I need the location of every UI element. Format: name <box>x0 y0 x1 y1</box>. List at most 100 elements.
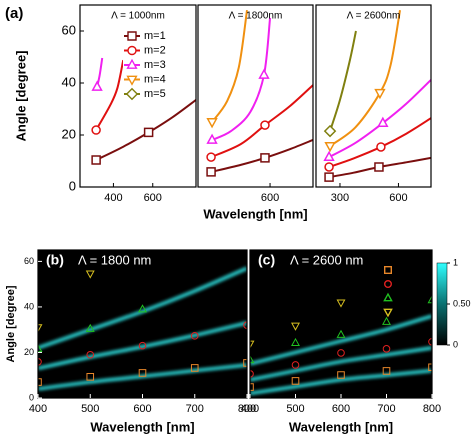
legend-marker <box>384 266 392 274</box>
plot-area <box>250 295 432 396</box>
panel-label: (c) <box>258 252 275 268</box>
x-tick-label: 400 <box>104 192 122 204</box>
marker <box>260 153 270 163</box>
legend-marker <box>127 45 137 56</box>
marker <box>323 124 337 138</box>
marker <box>243 359 247 367</box>
legend-label: m=1 <box>144 30 166 42</box>
y-tick-label: 60 <box>24 256 34 266</box>
x-tick-label: 300 <box>331 192 349 204</box>
marker <box>91 125 101 135</box>
marker <box>291 361 300 369</box>
plot-area <box>323 10 431 182</box>
y-tick-label: 40 <box>62 74 76 89</box>
marker <box>250 383 254 391</box>
panel-label: (b) <box>46 252 64 268</box>
marker <box>85 323 95 332</box>
intensity-band <box>250 346 432 382</box>
panel-title: Λ = 2600 nm <box>290 252 363 267</box>
marker <box>38 343 43 352</box>
y-tick-label: 0 <box>29 392 34 402</box>
y-axis-label: Angle [degree] <box>5 285 17 362</box>
plot-frame <box>197 4 314 188</box>
marker <box>324 141 336 153</box>
y-tick-label: 60 <box>62 22 76 37</box>
x-tick-label: 800 <box>423 403 441 415</box>
panel-title: Λ = 1800nm <box>229 11 283 22</box>
legend-marker <box>125 87 139 101</box>
plot-frame <box>315 4 432 188</box>
x-tick-label: 800 <box>238 403 256 415</box>
x-tick-label: 600 <box>261 192 279 204</box>
marker <box>190 332 199 340</box>
x-axis-label: Wavelength [nm] <box>289 419 393 434</box>
marker <box>206 167 216 177</box>
x-tick-label: 400 <box>241 403 259 415</box>
panel-title: Λ = 1000nm <box>111 11 165 22</box>
marker <box>382 316 391 325</box>
intensity-band <box>250 314 432 366</box>
y-tick-label: 40 <box>24 301 34 311</box>
marker <box>427 295 432 304</box>
marker <box>206 152 216 162</box>
marker <box>250 370 254 378</box>
marker <box>428 337 432 346</box>
marker <box>374 162 384 172</box>
marker <box>377 116 389 127</box>
marker <box>374 88 386 100</box>
panel-title: Λ = 2600nm <box>347 11 401 22</box>
marker <box>86 373 95 381</box>
marker <box>138 341 147 350</box>
legend-label: m=1 <box>400 265 420 276</box>
plot-frame <box>79 4 197 188</box>
marker <box>143 127 154 138</box>
legend-label: m=2 <box>144 44 166 56</box>
marker <box>336 329 346 338</box>
x-tick-label: 700 <box>186 403 204 415</box>
x-tick-label: 600 <box>332 403 350 415</box>
marker <box>428 363 432 372</box>
marker <box>138 304 147 313</box>
marker <box>382 345 391 353</box>
y-tick-label: 20 <box>62 126 76 141</box>
legend-label: m=3 <box>144 59 166 71</box>
x-tick-label: 600 <box>144 192 162 204</box>
legend-label: m=5 <box>144 88 166 100</box>
x-axis-label: Wavelength [nm] <box>203 206 307 221</box>
marker <box>86 350 95 359</box>
y-axis-label: Angle [degree] <box>13 50 28 141</box>
legend-label: m=4 <box>400 307 420 318</box>
marker <box>190 364 199 372</box>
marker <box>324 162 334 172</box>
legend-label: m=4 <box>144 73 166 85</box>
plot-area <box>91 57 196 165</box>
marker <box>337 349 345 357</box>
x-tick-label: 500 <box>81 403 99 415</box>
legend-marker <box>383 308 393 318</box>
x-tick-label: 500 <box>286 403 304 415</box>
x-tick-label: 600 <box>133 403 151 415</box>
series-line <box>211 10 248 123</box>
y-tick-label: 20 <box>24 347 34 357</box>
marker <box>206 133 218 144</box>
marker <box>250 354 255 364</box>
marker <box>85 270 95 279</box>
x-axis-label: Wavelength [nm] <box>90 419 194 434</box>
x-tick-label: 600 <box>389 192 407 204</box>
marker <box>206 118 218 129</box>
legend-marker <box>383 292 393 302</box>
marker <box>250 340 255 349</box>
marker <box>337 371 345 379</box>
x-tick-label: 400 <box>29 403 47 415</box>
marker <box>382 367 391 375</box>
colorbar-tick-label: 0.50 <box>453 298 471 308</box>
marker <box>323 150 335 162</box>
marker <box>291 377 300 385</box>
colorbar <box>436 262 448 346</box>
panel-label: (a) <box>5 5 23 22</box>
marker <box>38 324 43 333</box>
legend-marker <box>384 280 393 289</box>
series-line <box>95 59 125 131</box>
intensity-band <box>38 321 247 371</box>
